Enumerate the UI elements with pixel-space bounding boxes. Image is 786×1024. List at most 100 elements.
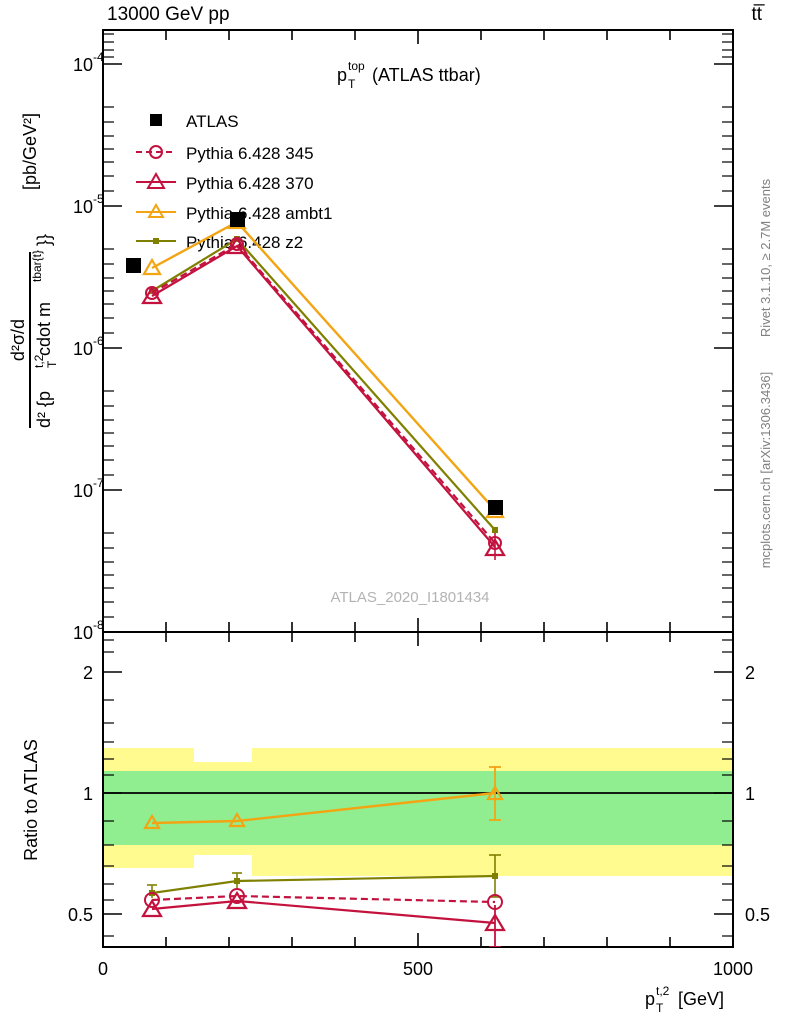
legend-marker-square-icon: [150, 114, 162, 126]
main-y-minor-ticks: [103, 33, 733, 618]
legend-label: Pythia 6.428 z2: [186, 233, 303, 252]
series-370-ratio: [141, 890, 506, 947]
svg-text:T: T: [348, 77, 356, 91]
legend-label: Pythia 6.428 345: [186, 144, 314, 163]
watermark-label: ATLAS_2020_I1801434: [330, 589, 489, 606]
ratio-tick-label-right: 2: [745, 663, 755, 683]
y-tick-label: 10 -7: [73, 476, 104, 501]
band-inner: [103, 771, 194, 845]
data-marker-dot: [234, 878, 240, 884]
svg-text:top: top: [348, 59, 365, 73]
svg-text:[pb/GeV²]: [pb/GeV²]: [20, 113, 40, 190]
main-plot-panel: 10 -4 10 -5 10 -6 10 -7 10 -8 d²σ/d d² {p T t…: [8, 29, 734, 643]
legend-item-atlas[interactable]: ATLAS: [150, 112, 239, 131]
data-marker-square: [230, 212, 245, 227]
data-marker-dot: [149, 288, 155, 294]
legend-item-pythia-ambt1[interactable]: Pythia 6.428 ambt1: [136, 203, 332, 223]
legend-label: Pythia 6.428 370: [186, 174, 314, 193]
data-marker-triangle: [486, 784, 504, 801]
series-z2-ratio: [147, 854, 501, 898]
ratio-y-axis-label: Ratio to ATLAS: [21, 739, 41, 861]
ratio-x-ticks: [102, 632, 734, 947]
svg-text:t,2: t,2: [656, 984, 670, 998]
svg-text:10: 10: [73, 623, 93, 643]
band-inner: [194, 771, 252, 845]
side-label-rivet: Rivet 3.1.10, ≥ 2.7M events: [758, 178, 773, 337]
y-tick-label: 10 -5: [73, 192, 104, 217]
header-right-label: tt̅: [751, 4, 765, 25]
svg-text:10: 10: [73, 339, 93, 359]
legend-item-pythia-345[interactable]: Pythia 6.428 345: [136, 144, 314, 163]
header-left-label: 13000 GeV pp: [107, 4, 230, 25]
data-marker-triangle: [142, 257, 162, 276]
svg-text:t,2: t,2: [32, 354, 46, 368]
ratio-y-minor-ticks: [103, 639, 733, 937]
legend-marker-triangle-icon: [146, 171, 166, 189]
series-370-main: [141, 235, 506, 560]
ratio-tick-label-right: 0.5: [745, 905, 770, 925]
svg-text:(ATLAS ttbar): (ATLAS ttbar): [372, 65, 481, 85]
ratio-tick-label: 1: [83, 784, 93, 804]
y-tick-label: 10 -6: [73, 334, 104, 359]
main-y-axis-label: d²σ/d d² {p T t,2 cdot m tbar{t} }} [pb/…: [8, 113, 59, 428]
band-inner: [252, 771, 733, 845]
data-marker-triangle: [484, 912, 506, 932]
legend-marker-dot-icon: [153, 238, 159, 244]
legend-marker-circle-icon: [149, 145, 163, 159]
svg-text:-5: -5: [93, 192, 104, 206]
svg-text:-8: -8: [93, 618, 104, 632]
y-tick-label: 10 -4: [73, 50, 104, 75]
svg-text:d²σ/d: d²σ/d: [8, 319, 28, 361]
svg-text:10: 10: [73, 55, 93, 75]
data-marker-triangle: [228, 811, 246, 828]
svg-text:T: T: [656, 1001, 664, 1015]
data-marker-dot: [492, 873, 498, 879]
ratio-plot-panel: 2 1 0.5 2 1 0.5 Ratio to ATLAS: [21, 631, 770, 948]
svg-text:}}: }}: [34, 234, 54, 246]
ratio-y-ticks: [103, 671, 733, 915]
main-y-tick-labels: 10 -4 10 -5 10 -6 10 -7 10 -8: [73, 50, 104, 643]
svg-text:10: 10: [73, 481, 93, 501]
svg-text:-7: -7: [93, 476, 104, 490]
legend-label: Pythia 6.428 ambt1: [186, 204, 332, 223]
data-marker-triangle: [226, 235, 248, 255]
y-tick-label: 10 -8: [73, 618, 104, 643]
svg-text:[GeV]: [GeV]: [678, 989, 724, 1009]
ratio-tick-label: 2: [83, 663, 93, 683]
data-marker-dot: [492, 527, 498, 533]
x-axis-tick-labels: 0 500 1000: [98, 959, 753, 979]
svg-text:T: T: [45, 360, 59, 368]
svg-text:-6: -6: [93, 334, 104, 348]
svg-text:-4: -4: [93, 50, 104, 64]
legend-item-pythia-z2[interactable]: Pythia 6.428 z2: [136, 233, 303, 252]
legend-item-pythia-370[interactable]: Pythia 6.428 370: [136, 171, 314, 193]
ratio-tick-label: 0.5: [68, 905, 93, 925]
svg-text:10: 10: [73, 197, 93, 217]
svg-text:d² {p: d² {p: [34, 391, 54, 428]
svg-text:cdot m: cdot m: [34, 302, 54, 356]
data-marker-square: [126, 258, 141, 273]
x-tick-label: 1000: [713, 959, 753, 979]
x-tick-label: 500: [403, 959, 433, 979]
series-atlas-main: [126, 212, 503, 515]
data-marker-square: [488, 500, 503, 515]
main-y-ticks: [103, 63, 733, 633]
legend-label: ATLAS: [186, 112, 239, 131]
ratio-tick-label-right: 1: [745, 784, 755, 804]
legend-marker-triangle-icon: [147, 203, 165, 218]
x-tick-label: 0: [98, 959, 108, 979]
svg-text:p: p: [337, 65, 347, 85]
data-marker-triangle: [143, 813, 161, 830]
main-plot-title: p T top (ATLAS ttbar): [337, 59, 481, 91]
main-x-ticks: [102, 30, 734, 632]
legend: ATLAS Pythia 6.428 345 Pythia 6.428 370 …: [136, 112, 332, 252]
data-marker-triangle: [141, 898, 163, 918]
data-marker-triangle: [141, 285, 163, 305]
svg-text:tbar{t}: tbar{t}: [30, 250, 44, 282]
x-axis-label: p T t,2 [GeV]: [645, 984, 724, 1015]
ratio-y-tick-labels: 2 1 0.5 2 1 0.5: [68, 663, 770, 925]
svg-text:p: p: [645, 989, 655, 1009]
series-ambt1-ratio: [143, 766, 504, 830]
side-label-mcplots: mcplots.cern.ch [arXiv:1306.3436]: [758, 372, 773, 569]
